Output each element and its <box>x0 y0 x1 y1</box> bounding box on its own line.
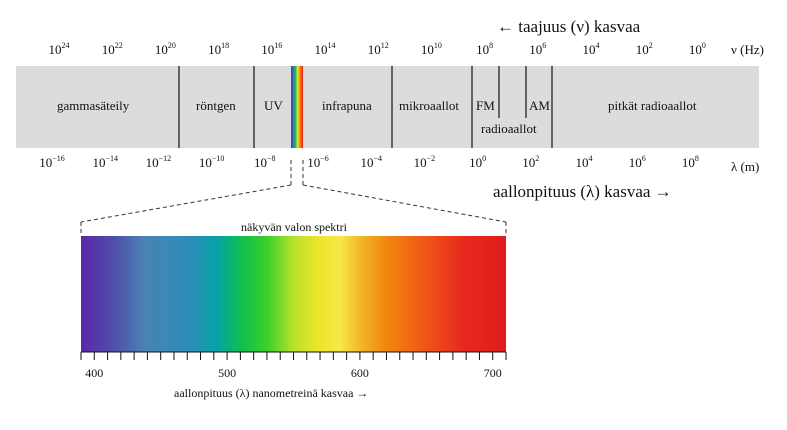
frequency-tick-label: 1024 <box>49 41 70 57</box>
frequency-arrow-label: ← taajuus (ν) kasvaa <box>497 17 641 36</box>
wavelength-tick-label: 104 <box>576 154 593 170</box>
frequency-unit-label: ν (Hz) <box>731 42 764 57</box>
wavelength-tick-label: 10−4 <box>360 154 382 170</box>
frequency-tick-label: 1012 <box>368 41 389 57</box>
nm-tick-label: 400 <box>85 366 103 380</box>
wavelength-tick-label: 10−12 <box>146 154 172 170</box>
wavelength-tick-label: 108 <box>682 154 699 170</box>
nm-tick-labels: 400 500 600 700 <box>85 366 501 380</box>
visible-band-strip <box>291 66 303 148</box>
frequency-tick-label: 1010 <box>421 41 442 57</box>
region-gamma-label: gammasäteily <box>57 98 130 113</box>
nm-tick-label: 500 <box>218 366 236 380</box>
wavelength-tick-label: 10−8 <box>254 154 276 170</box>
region-radio-label: radioaallot <box>481 121 537 136</box>
frequency-tick-label: 106 <box>529 41 546 57</box>
wavelength-tick-label: 10−10 <box>199 154 225 170</box>
nm-scale-ticks <box>80 351 507 360</box>
region-microwave-label: mikroaallot <box>399 98 459 113</box>
frequency-tick-label: 1018 <box>208 41 229 57</box>
nm-tick-label: 700 <box>484 366 502 380</box>
wavelength-unit-label: λ (m) <box>731 159 759 174</box>
region-xray-label: röntgen <box>196 98 236 113</box>
nm-axis-label: aallonpituus (λ) nanometreinä kasvaa → <box>174 386 368 400</box>
wavelength-arrow-label: aallonpituus (λ) kasvaa → <box>493 182 672 201</box>
frequency-tick-label: 108 <box>476 41 493 57</box>
spectrum-band <box>16 66 759 148</box>
wavelength-tick-label: 10−6 <box>307 154 329 170</box>
frequency-tick-label: 100 <box>689 41 706 57</box>
frequency-tick-labels: 1024 1022 1020 1018 1016 1014 1012 1010 108 106 10… <box>49 41 706 57</box>
zoom-connector-lines <box>80 160 507 235</box>
wavelength-tick-label: 10−2 <box>414 154 436 170</box>
region-uv-label: UV <box>264 98 283 113</box>
region-separators <box>178 66 553 148</box>
wavelength-tick-label: 10−14 <box>92 154 118 170</box>
frequency-tick-label: 1020 <box>155 41 176 57</box>
region-infrared-label: infrapuna <box>322 98 372 113</box>
nm-tick-label: 600 <box>351 366 369 380</box>
wavelength-tick-label: 100 <box>469 154 486 170</box>
wavelength-tick-label: 102 <box>522 154 539 170</box>
frequency-tick-label: 1022 <box>102 41 123 57</box>
wavelength-tick-label: 10−16 <box>39 154 65 170</box>
visible-spectrum-gradient <box>81 236 506 352</box>
frequency-tick-label: 104 <box>583 41 600 57</box>
frequency-tick-label: 1014 <box>315 41 336 57</box>
region-longwave-label: pitkät radioaallot <box>608 98 697 113</box>
wavelength-tick-label: 106 <box>629 154 646 170</box>
wavelength-tick-labels: 10−16 10−14 10−12 10−10 10−8 10−6 10−4 10−2 100 1… <box>39 154 699 170</box>
frequency-tick-label: 102 <box>636 41 653 57</box>
region-am-label: AM <box>529 98 550 113</box>
visible-spectrum-title: näkyvän valon spektri <box>241 220 348 234</box>
frequency-tick-label: 1016 <box>261 41 282 57</box>
region-fm-label: FM <box>476 98 495 113</box>
